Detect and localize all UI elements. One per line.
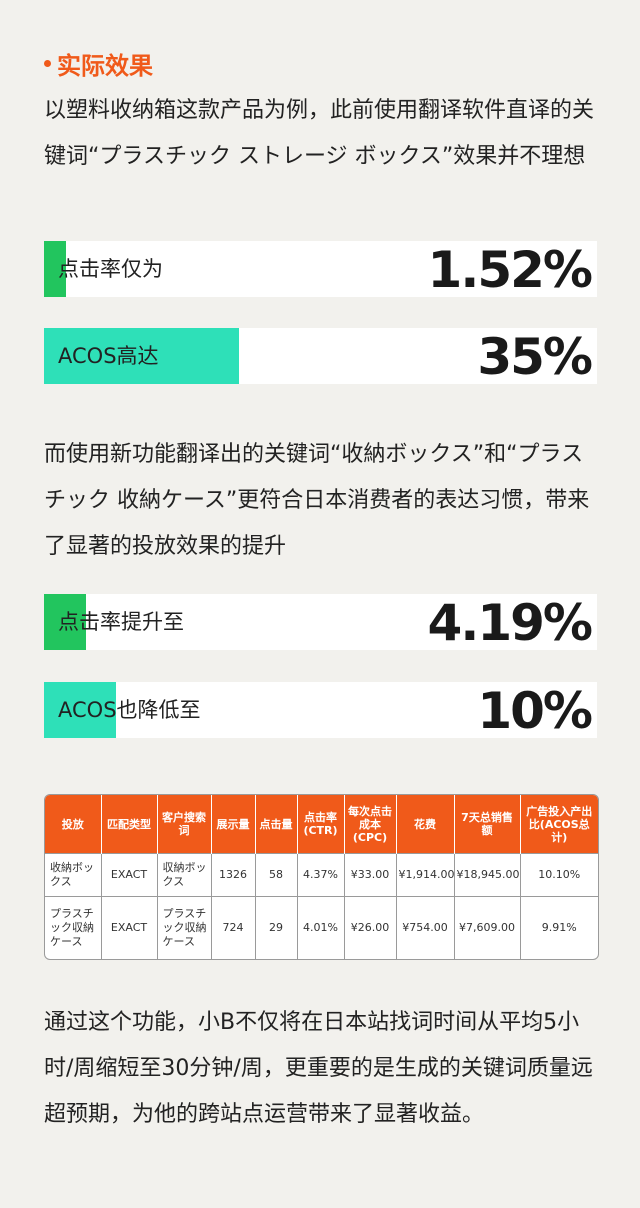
table-cell: 9.91% [520, 895, 598, 959]
stat-after-ctr-label: 点击率提升至 [58, 610, 184, 634]
stat-after-ctr: 点击率提升至 4.19% [44, 594, 597, 650]
table-header: 客户搜索词 [157, 795, 212, 854]
table-cell: 4.37% [297, 853, 345, 897]
stat-before-acos-value: 35% [477, 328, 593, 384]
table-cell: EXACT [101, 853, 158, 897]
table-cell: ¥18,945.00 [454, 853, 521, 897]
intro-paragraph: 以塑料收纳箱这款产品为例，此前使用翻译软件直译的关键词“プラスチック ストレージ… [44, 98, 595, 169]
table-cell: ¥7,609.00 [454, 895, 521, 959]
table-header: 点击率(CTR) [297, 795, 345, 854]
stat-before-acos: ACOS高达 35% [44, 328, 597, 384]
section-heading-text: 实际效果 [57, 52, 153, 80]
table-cell: 724 [211, 895, 256, 959]
table-cell: 58 [255, 853, 298, 897]
conclusion-paragraph: 通过这个功能，小B不仅将在日本站找词时间从平均5小时/周缩短至30分钟/周，更重… [44, 1010, 593, 1127]
ad-performance-table: 投放 匹配类型 客户搜索词 展示量 点击量 点击率(CTR) 每次点击成本(CP… [44, 794, 599, 960]
table-cell: ¥33.00 [344, 853, 397, 897]
table-header: 7天总销售额 [454, 795, 521, 854]
table-header: 点击量 [255, 795, 298, 854]
result-paragraph: 而使用新功能翻译出的关键词“收納ボックス”和“プラスチック 收納ケース”更符合日… [44, 442, 590, 559]
table-header: 广告投入产出比(ACOS总计) [520, 795, 598, 854]
stat-before-ctr-fill [44, 241, 66, 297]
table-row: 收納ボックス EXACT 収納ボックス 1326 58 4.37% ¥33.00… [45, 853, 598, 897]
bullet-dot-icon [44, 60, 51, 67]
table-cell: 4.01% [297, 895, 345, 959]
table-cell: 收納ボックス [45, 853, 102, 897]
table-header: 匹配类型 [101, 795, 158, 854]
table-row: プラスチック収納ケース EXACT プラスチック収納ケース 724 29 4.0… [45, 895, 598, 959]
stat-after-acos-fill [44, 682, 116, 738]
table-cell: EXACT [101, 895, 158, 959]
stat-after-ctr-fill [44, 594, 86, 650]
table-cell: 29 [255, 895, 298, 959]
table-cell: ¥26.00 [344, 895, 397, 959]
stat-before-acos-label: ACOS高达 [58, 344, 159, 368]
table-cell: 1326 [211, 853, 256, 897]
table-cell: 収納ボックス [157, 853, 212, 897]
table-header-row: 投放 匹配类型 客户搜索词 展示量 点击量 点击率(CTR) 每次点击成本(CP… [45, 795, 598, 854]
stat-after-acos-label: ACOS也降低至 [58, 698, 201, 722]
table-cell: プラスチック収納ケース [45, 895, 102, 959]
stat-after-ctr-value: 4.19% [427, 594, 593, 650]
table-header: 投放 [45, 795, 102, 854]
table-cell: プラスチック収納ケース [157, 895, 212, 959]
stat-after-acos: ACOS也降低至 10% [44, 682, 597, 738]
stat-before-ctr-value: 1.52% [427, 241, 593, 297]
stat-before-ctr-label: 点击率仅为 [58, 257, 163, 281]
table-header: 每次点击成本(CPC) [344, 795, 397, 854]
section-heading: 实际效果 [44, 46, 153, 81]
table-cell: ¥754.00 [396, 895, 455, 959]
stat-before-acos-fill [44, 328, 239, 384]
table-cell: 10.10% [520, 853, 598, 897]
stat-before-ctr: 点击率仅为 1.52% [44, 241, 597, 297]
table-cell: ¥1,914.00 [396, 853, 455, 897]
stat-after-acos-value: 10% [477, 682, 593, 738]
table-header: 展示量 [211, 795, 256, 854]
table-header: 花费 [396, 795, 455, 854]
